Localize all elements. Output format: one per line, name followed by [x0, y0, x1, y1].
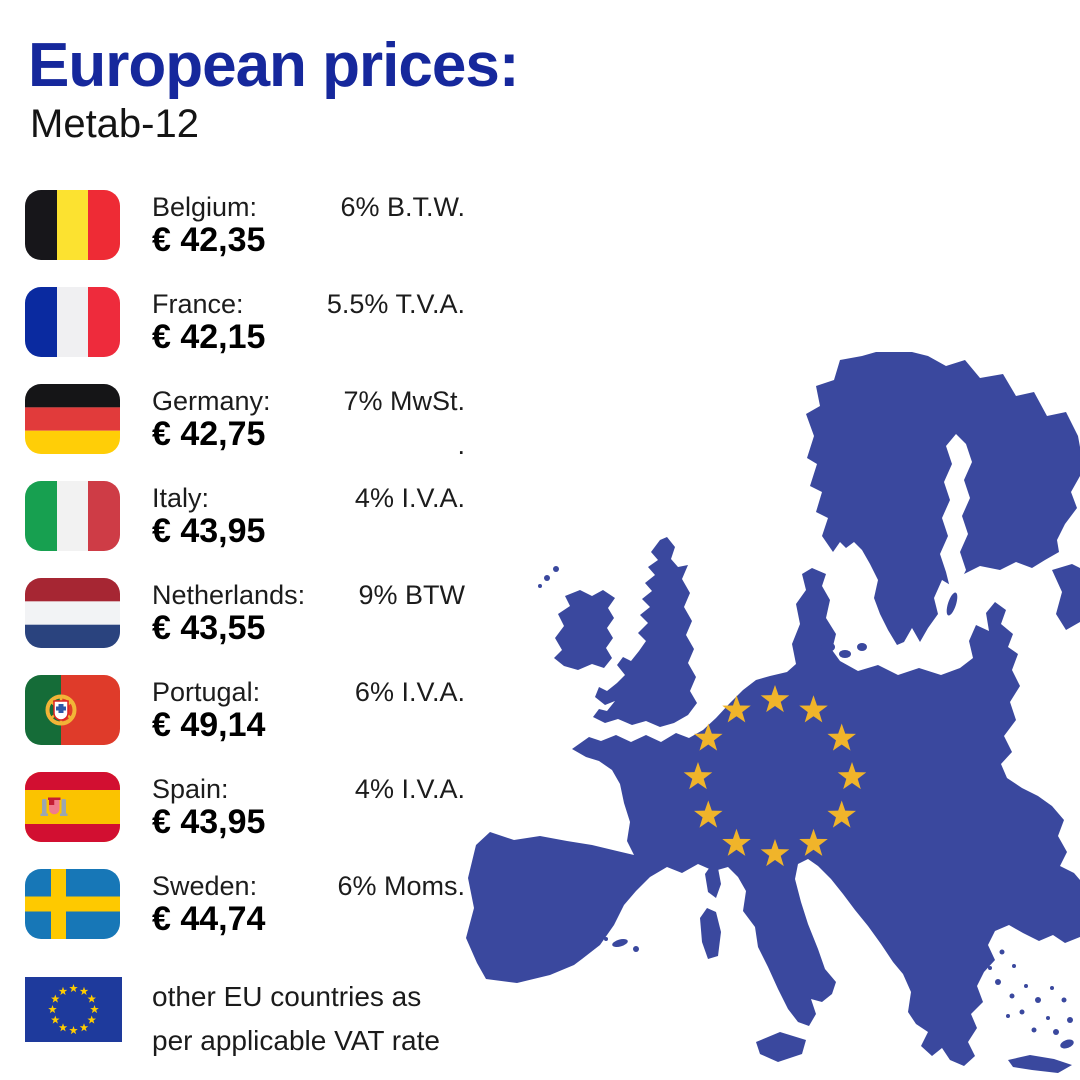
east-land-fragment [1052, 564, 1080, 630]
country-flag-icon [25, 481, 120, 551]
country-row: Spain: € 43,95 4% I.V.A. [0, 772, 470, 842]
country-row: France: € 42,15 5.5% T.V.A. [0, 287, 470, 357]
hebrides-island [538, 584, 542, 588]
footer-text-line2: per applicable VAT rate [152, 1025, 440, 1056]
danish-island [821, 642, 835, 652]
crete [1008, 1055, 1072, 1073]
country-vat-rate: 5.5% T.V.A. [326, 289, 465, 319]
europe-mainland [466, 568, 1080, 1066]
country-row: Netherlands: € 43,55 9% BTW [0, 578, 470, 648]
great-britain [593, 537, 697, 727]
balearic-island [604, 937, 608, 941]
ireland [554, 590, 615, 670]
country-vat-rate: 7% MwSt. [343, 386, 465, 416]
country-vat-rate: 9% BTW [358, 580, 465, 610]
country-row: Belgium: € 42,35 6% B.T.W. [0, 190, 470, 260]
country-name: Italy: [152, 483, 210, 513]
country-price: € 42,15 [152, 318, 266, 356]
country-vat-rate: 4% I.V.A. [354, 774, 465, 804]
country-flag-icon [25, 675, 120, 745]
country-row: Sweden: € 44,74 6% Moms. [0, 869, 470, 939]
country-price: € 42,75 [152, 415, 266, 453]
europe-map [466, 352, 1080, 1073]
country-price: € 42,35 [152, 221, 266, 259]
country-price: € 43,95 [152, 803, 266, 841]
country-vat-rate: 6% Moms. [337, 871, 465, 901]
footer-note: other EU countries as per applicable VAT… [0, 977, 470, 1077]
country-vat-rate: 4% I.V.A. [354, 483, 465, 513]
footer-text-line1: other EU countries as [152, 981, 422, 1012]
gotland-island [946, 592, 958, 616]
country-flag-icon [25, 772, 120, 842]
eu-flag-icon [25, 977, 122, 1042]
country-row: Germany: € 42,75 7% MwSt. . [0, 384, 470, 460]
country-flag-icon [25, 869, 120, 939]
sardinia [700, 908, 721, 959]
country-name: Belgium: [152, 192, 258, 222]
aegean-islands [963, 934, 1073, 1035]
country-name: Netherlands: [152, 580, 306, 610]
balearic-island [633, 946, 639, 952]
hebrides-island [553, 566, 559, 572]
country-row: Italy: € 43,95 4% I.V.A. [0, 481, 470, 551]
country-vat-rate: 6% I.V.A. [354, 677, 465, 707]
corsica [705, 864, 721, 898]
scandinavia-landmass [806, 352, 1080, 645]
country-name: France: [152, 289, 244, 319]
country-name: Portugal: [152, 677, 261, 707]
country-name: Spain: [152, 774, 229, 804]
country-price: € 49,14 [152, 706, 266, 744]
balearic-island [612, 939, 628, 947]
country-row: Portugal: € 49,14 6% I.V.A. [0, 675, 470, 745]
country-flag-icon [25, 190, 120, 260]
page-title: European prices: [28, 31, 519, 100]
country-price: € 43,55 [152, 609, 266, 647]
rhodes-island [1060, 1039, 1074, 1049]
country-price: € 43,95 [152, 512, 266, 550]
country-vat-rate: 6% B.T.W. [340, 192, 465, 222]
danish-island [839, 650, 851, 658]
gulf-of-bothnia [940, 434, 972, 588]
country-name: Sweden: [152, 871, 258, 901]
country-flag-icon [25, 384, 120, 454]
page-subtitle: Metab-12 [30, 102, 199, 146]
country-price: € 44,74 [152, 900, 266, 938]
sicily [756, 1032, 806, 1062]
country-flag-icon [25, 287, 120, 357]
country-name: Germany: [152, 386, 271, 416]
hebrides-island [544, 575, 550, 581]
country-flag-icon [25, 578, 120, 648]
country-vat-rate-line2: . [457, 430, 465, 460]
danish-island [857, 643, 867, 651]
